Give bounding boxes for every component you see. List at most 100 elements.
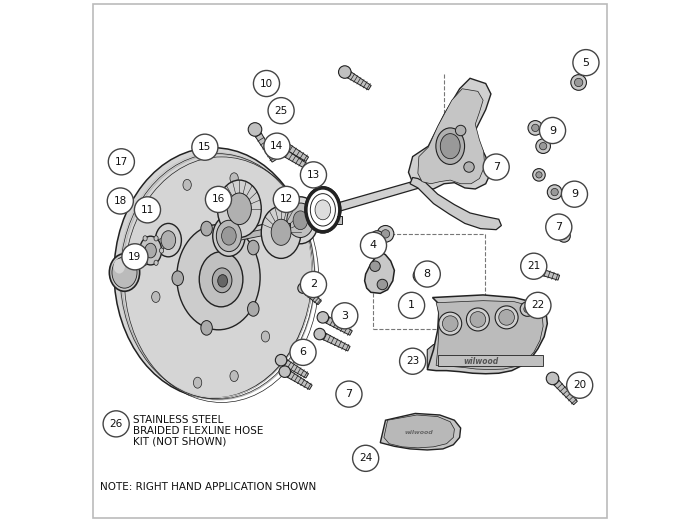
Ellipse shape [248,302,259,316]
Text: wilwood: wilwood [463,357,498,366]
Ellipse shape [201,321,212,335]
Circle shape [470,312,486,327]
Text: 26: 26 [109,419,122,429]
Polygon shape [252,127,276,162]
Circle shape [540,143,547,150]
Text: 25: 25 [274,105,288,116]
Text: 9: 9 [571,189,578,199]
Text: BRAIDED FLEXLINE HOSE: BRAIDED FLEXLINE HOSE [134,425,264,436]
Ellipse shape [152,291,160,302]
Ellipse shape [248,240,259,255]
Circle shape [540,117,566,144]
Circle shape [532,124,539,132]
Circle shape [370,261,380,271]
Text: 21: 21 [527,261,540,271]
Text: 16: 16 [212,194,225,205]
Ellipse shape [261,206,301,258]
Circle shape [400,348,426,374]
Circle shape [205,186,232,212]
Ellipse shape [440,134,460,159]
Circle shape [317,312,328,323]
Ellipse shape [213,216,245,256]
Circle shape [575,78,583,87]
Ellipse shape [160,248,164,253]
Circle shape [192,134,218,160]
Circle shape [536,139,550,153]
Ellipse shape [267,226,275,236]
Text: 7: 7 [555,222,562,232]
Ellipse shape [201,221,212,236]
Polygon shape [384,415,454,448]
Text: 19: 19 [128,252,141,262]
Circle shape [377,279,388,290]
Polygon shape [526,264,559,280]
Text: 13: 13 [307,170,320,180]
Circle shape [382,230,390,238]
Ellipse shape [218,180,261,238]
Circle shape [524,305,531,313]
Circle shape [561,233,567,239]
Circle shape [546,372,559,385]
Text: KIT (NOT SHOWN): KIT (NOT SHOWN) [134,436,227,446]
Text: 1: 1 [408,300,415,311]
Text: 14: 14 [270,141,284,151]
Ellipse shape [137,248,141,253]
Circle shape [525,292,551,318]
Ellipse shape [218,275,228,287]
Ellipse shape [113,259,125,274]
Bar [337,216,342,224]
Ellipse shape [230,371,238,382]
Ellipse shape [212,268,232,293]
Polygon shape [427,345,438,368]
Text: 10: 10 [260,78,273,89]
Ellipse shape [114,148,312,398]
Circle shape [558,230,570,242]
Ellipse shape [261,331,270,342]
Polygon shape [436,301,543,370]
Polygon shape [318,331,350,351]
Text: 18: 18 [113,196,127,206]
Polygon shape [418,89,484,184]
Polygon shape [280,148,311,170]
Ellipse shape [228,193,251,224]
Ellipse shape [154,236,158,241]
Circle shape [520,302,535,316]
Ellipse shape [216,220,242,252]
Polygon shape [276,138,309,161]
Circle shape [414,261,440,287]
Ellipse shape [282,197,318,244]
Circle shape [398,292,425,318]
Text: 24: 24 [359,453,372,464]
Circle shape [273,186,300,212]
Circle shape [499,310,514,325]
Ellipse shape [436,128,465,164]
Circle shape [566,372,593,398]
Polygon shape [410,177,501,230]
Bar [284,223,290,234]
Text: 11: 11 [141,205,154,215]
Circle shape [300,271,326,298]
Text: STAINLESS STEEL: STAINLESS STEEL [134,414,224,425]
Ellipse shape [305,187,341,233]
Polygon shape [240,224,288,240]
Ellipse shape [193,377,202,388]
Circle shape [439,312,462,335]
Circle shape [298,283,308,293]
Ellipse shape [139,236,162,265]
Circle shape [464,162,474,172]
Text: 23: 23 [406,356,419,366]
Circle shape [528,121,542,135]
Circle shape [495,306,518,329]
Circle shape [546,214,572,240]
Text: 22: 22 [531,300,545,311]
Circle shape [456,125,466,136]
Circle shape [466,308,489,331]
Text: wilwood: wilwood [405,430,433,435]
Circle shape [108,149,134,175]
Text: 15: 15 [198,142,211,152]
Polygon shape [279,357,309,378]
Ellipse shape [172,271,183,286]
Polygon shape [409,78,491,189]
Circle shape [290,339,316,365]
Circle shape [264,133,290,159]
